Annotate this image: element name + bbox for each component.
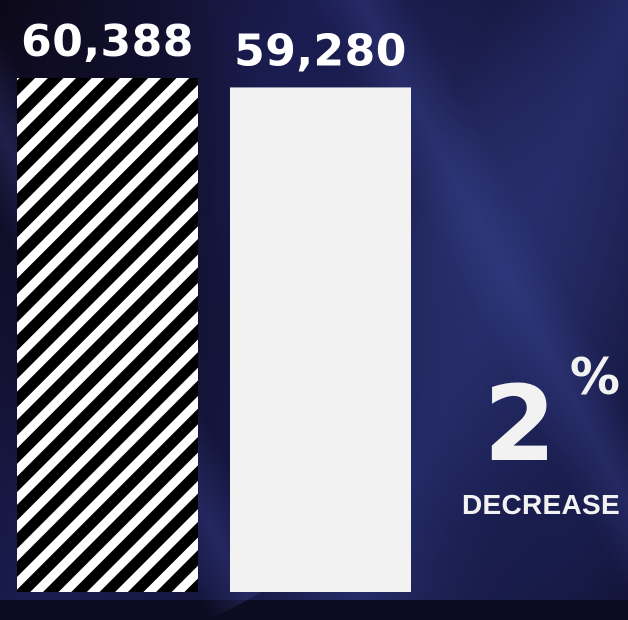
percent-change-value: 2 <box>483 363 556 485</box>
bars-group <box>17 78 411 592</box>
bar-chart: 60,388 59,280 <box>17 16 411 592</box>
data-labels-group: 60,388 59,280 <box>21 16 407 76</box>
bar-value-label-1: 60,388 <box>21 16 194 67</box>
bar-2 <box>230 87 411 592</box>
bar-1 <box>17 78 198 592</box>
percent-sign: % <box>569 348 620 406</box>
percent-change-caption: DECREASE <box>462 489 620 520</box>
bar-value-label-2: 59,280 <box>234 25 407 76</box>
